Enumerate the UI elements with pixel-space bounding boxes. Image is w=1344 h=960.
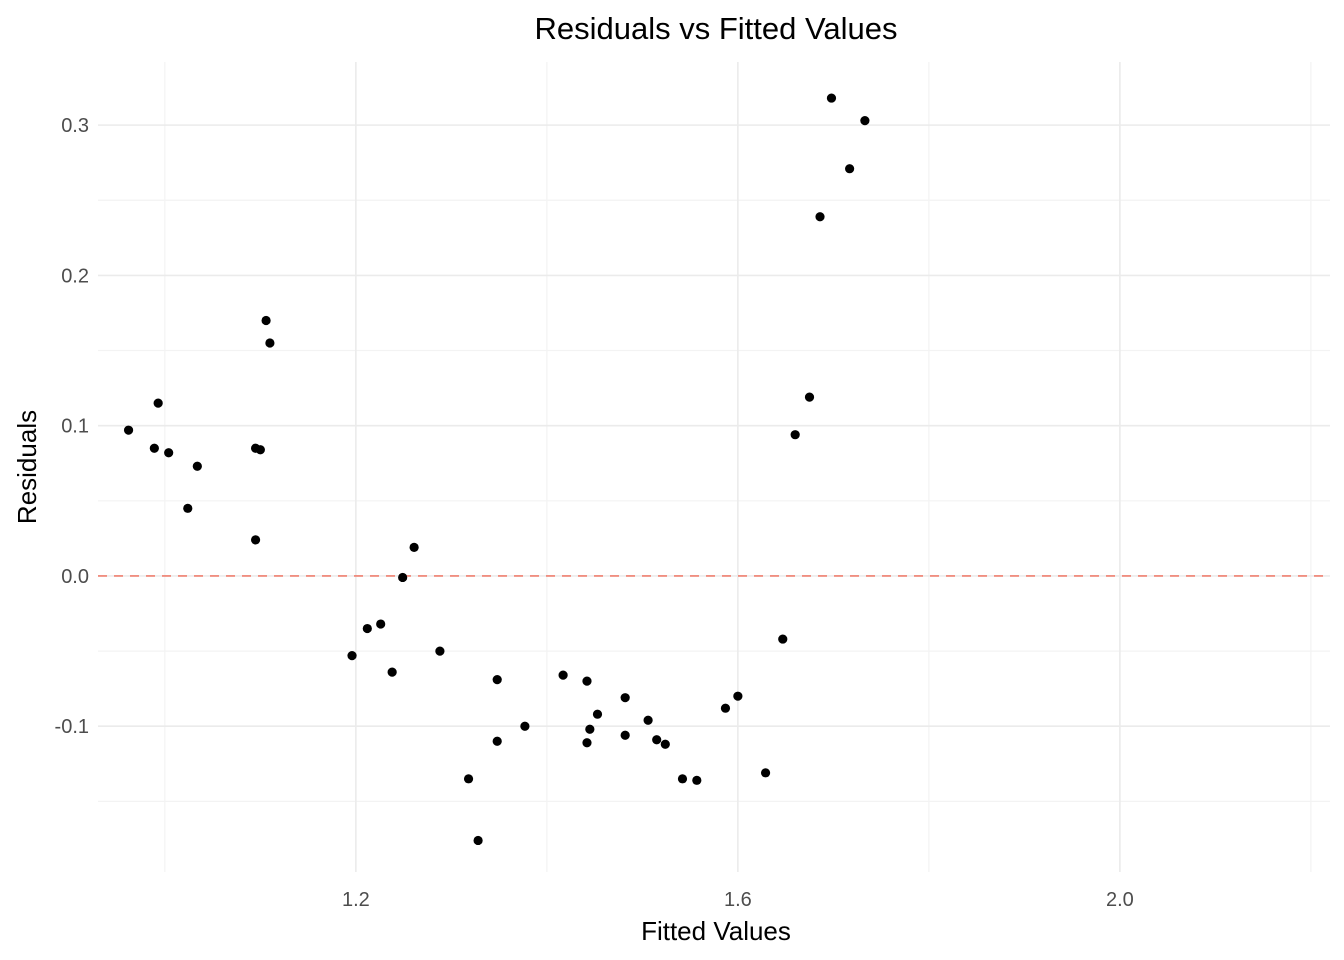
data-point bbox=[660, 739, 670, 749]
data-point bbox=[492, 675, 502, 685]
data-point bbox=[435, 646, 445, 656]
data-point bbox=[592, 709, 603, 719]
data-point bbox=[520, 721, 530, 731]
data-point bbox=[362, 623, 372, 634]
data-point bbox=[677, 774, 688, 784]
data-point bbox=[153, 398, 163, 408]
chart-title: Residuals vs Fitted Values bbox=[535, 11, 898, 46]
data-point bbox=[123, 425, 134, 435]
data-point bbox=[643, 715, 653, 725]
data-point bbox=[398, 572, 408, 583]
data-point bbox=[265, 338, 275, 348]
data-point bbox=[826, 93, 837, 103]
data-point bbox=[192, 461, 202, 471]
data-point bbox=[720, 703, 731, 713]
minor-gridlines bbox=[98, 62, 1330, 872]
x-tick-label: 1.6 bbox=[724, 889, 752, 911]
data-point bbox=[778, 634, 788, 644]
x-axis-title: Fitted Values bbox=[641, 916, 791, 946]
data-point bbox=[860, 116, 870, 126]
y-tick-label: 0.0 bbox=[61, 566, 89, 588]
y-tick-label: 0.1 bbox=[61, 416, 89, 438]
x-axis-tick-labels: 1.2 1.6 2.0 bbox=[342, 889, 1134, 911]
data-point bbox=[692, 775, 702, 785]
data-point bbox=[620, 730, 630, 740]
data-point bbox=[585, 724, 595, 734]
data-point bbox=[463, 774, 474, 784]
data-point bbox=[261, 315, 271, 326]
data-point bbox=[845, 164, 855, 174]
data-point bbox=[790, 430, 800, 440]
data-point bbox=[652, 735, 662, 745]
data-points bbox=[123, 93, 870, 846]
data-point bbox=[183, 503, 193, 513]
data-point bbox=[387, 667, 397, 677]
data-point bbox=[255, 445, 265, 455]
data-point bbox=[409, 542, 419, 552]
data-point bbox=[760, 768, 771, 778]
data-point bbox=[582, 738, 592, 748]
data-point bbox=[164, 448, 174, 458]
data-point bbox=[149, 443, 159, 453]
y-axis-tick-labels: -0.1 0.0 0.1 0.2 0.3 bbox=[55, 115, 89, 738]
data-point bbox=[347, 650, 357, 661]
data-point bbox=[804, 392, 815, 402]
data-point bbox=[376, 619, 386, 629]
data-point bbox=[558, 670, 568, 680]
data-point bbox=[815, 212, 825, 222]
y-tick-label: -0.1 bbox=[55, 716, 89, 738]
data-point bbox=[582, 676, 592, 686]
x-tick-label: 1.2 bbox=[342, 889, 370, 911]
y-axis-title: Residuals bbox=[12, 410, 42, 524]
x-tick-label: 2.0 bbox=[1106, 889, 1134, 911]
data-point bbox=[492, 736, 502, 746]
data-point bbox=[733, 691, 743, 701]
y-tick-label: 0.3 bbox=[61, 115, 89, 137]
data-point bbox=[250, 535, 261, 545]
data-point bbox=[620, 693, 630, 703]
y-tick-label: 0.2 bbox=[61, 265, 89, 287]
data-point bbox=[473, 835, 483, 846]
